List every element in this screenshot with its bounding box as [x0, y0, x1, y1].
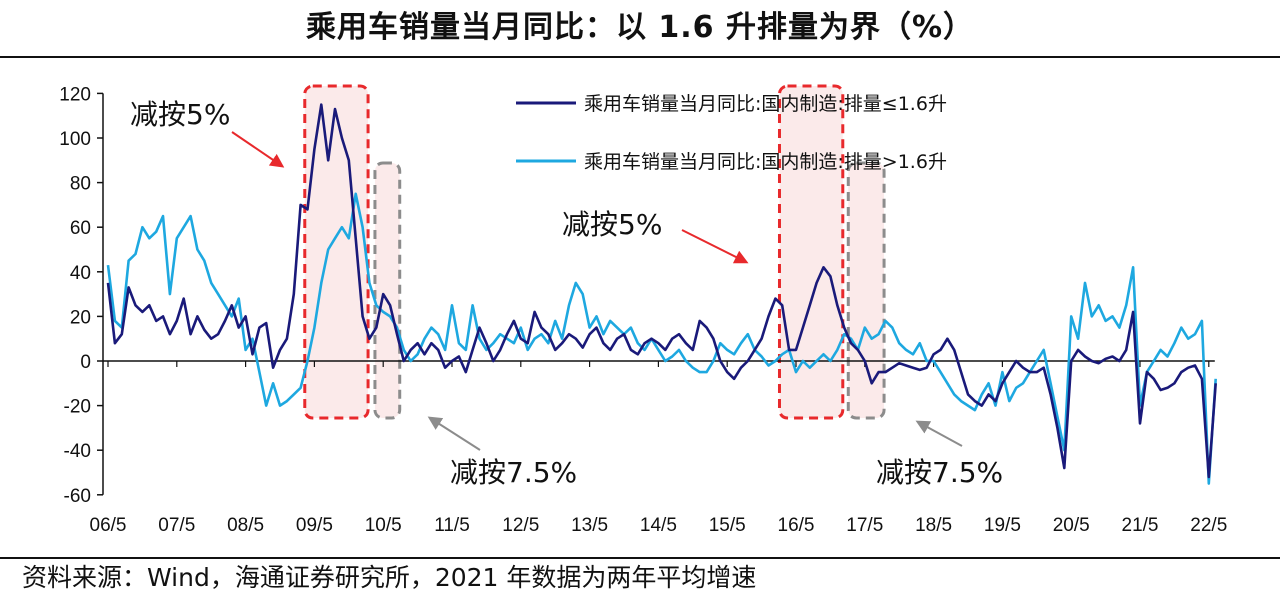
legend-label-dark: 乘用车销量当月同比:国内制造:排量≤1.6升	[584, 93, 947, 115]
annotation-7_5pct-2010: 减按7.5%	[450, 456, 577, 489]
chart-axes: 120 100 80 60 40 20 0 -20 -40 -60 06/5 07/5 08/5 09/5…	[59, 84, 1227, 536]
chart-title: 乘用车销量当月同比：以 1.6 升排量为界（%）	[305, 10, 975, 45]
footer-divider	[0, 557, 1280, 559]
x-tick-label: 13/5	[571, 515, 608, 536]
shaded-period-2	[777, 84, 845, 420]
shaded-period-1	[373, 161, 402, 420]
y-tick-label: -60	[64, 486, 91, 507]
y-tick-label: 40	[70, 263, 91, 284]
legend-label-light: 乘用车销量当月同比:国内制造:排量>1.6升	[584, 151, 947, 173]
shaded-period-3	[846, 161, 886, 420]
series-line-light	[106, 192, 1217, 485]
x-tick-label: 12/5	[502, 515, 539, 536]
x-tick-label: 16/5	[778, 515, 815, 536]
x-tick-label: 09/5	[296, 515, 333, 536]
y-tick-label: -40	[64, 441, 91, 462]
x-tick-label: 15/5	[709, 515, 746, 536]
y-tick-label: 120	[59, 84, 91, 105]
shaded-period-0	[303, 84, 370, 420]
x-tick-label: 19/5	[984, 515, 1021, 536]
x-tick-label: 22/5	[1190, 515, 1227, 536]
x-tick-label: 18/5	[915, 515, 952, 536]
y-tick-label: 20	[70, 307, 91, 328]
series-lines	[106, 103, 1217, 485]
annotations: 减按5% 减按7.5% 减按5% 减按7.5%	[130, 98, 1003, 489]
y-tick-label: -20	[64, 397, 91, 418]
x-tick-label: 08/5	[227, 515, 264, 536]
chart-legend: 乘用车销量当月同比:国内制造:排量≤1.6升 乘用车销量当月同比:国内制造:排量…	[516, 93, 947, 173]
x-tick-label: 17/5	[846, 515, 883, 536]
annotation-5pct-2009: 减按5%	[130, 98, 230, 131]
shaded-periods	[303, 84, 886, 420]
y-tick-label: 100	[59, 129, 91, 150]
annotation-arrow-7_5pct-2010	[427, 416, 481, 451]
annotation-7_5pct-2017: 减按7.5%	[876, 456, 1003, 489]
x-tick-label: 07/5	[158, 515, 195, 536]
series-line-dark	[106, 103, 1217, 479]
annotation-5pct-2016: 减按5%	[562, 208, 662, 241]
y-tick-label: 0	[80, 352, 91, 373]
x-tick-label: 21/5	[1122, 515, 1159, 536]
annotation-arrow-7_5pct-2017	[915, 420, 963, 447]
x-tick-label: 14/5	[640, 515, 677, 536]
x-tick-label: 20/5	[1053, 515, 1090, 536]
y-tick-label: 60	[70, 218, 91, 239]
title-divider	[0, 56, 1280, 58]
annotation-arrow-5pct-2016	[681, 229, 749, 264]
annotation-arrow-5pct-2009	[231, 131, 285, 168]
line-chart: 120 100 80 60 40 20 0 -20 -40 -60 06/5 07/5 08/5 09/5…	[59, 84, 1227, 536]
x-tick-label: 11/5	[434, 515, 470, 536]
y-tick-label: 80	[70, 174, 91, 195]
x-tick-label: 06/5	[90, 515, 127, 536]
x-tick-label: 10/5	[365, 515, 402, 536]
source-note: 资料来源：Wind，海通证券研究所，2021 年数据为两年平均增速	[22, 563, 757, 592]
